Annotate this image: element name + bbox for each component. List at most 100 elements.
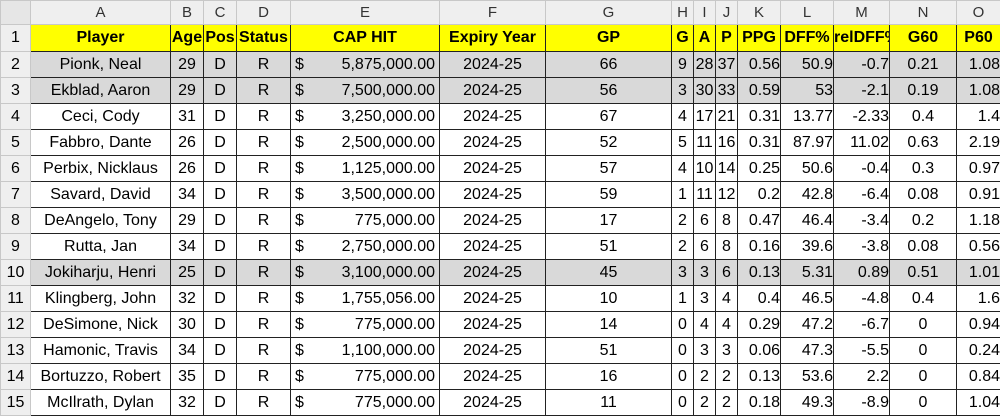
cell[interactable]: R <box>237 390 291 416</box>
cell[interactable]: $1,125,000.00 <box>291 156 440 182</box>
cell[interactable]: D <box>204 182 237 208</box>
cell[interactable]: 3 <box>672 260 694 286</box>
cell[interactable]: 1.4 <box>957 104 1000 130</box>
cell[interactable]: 2024-25 <box>440 182 546 208</box>
cell[interactable]: 2024-25 <box>440 260 546 286</box>
row-header[interactable]: 15 <box>1 390 31 416</box>
cell[interactable]: 5 <box>672 130 694 156</box>
cell[interactable]: Rutta, Jan <box>31 234 171 260</box>
cell[interactable]: 0.3 <box>890 156 957 182</box>
cell[interactable]: 2 <box>672 234 694 260</box>
cell[interactable]: 53.6 <box>781 364 834 390</box>
cell[interactable]: 1.6 <box>957 286 1000 312</box>
cell[interactable]: 2024-25 <box>440 52 546 78</box>
cell[interactable]: 10 <box>694 156 716 182</box>
cell[interactable]: D <box>204 156 237 182</box>
cell[interactable]: 0.31 <box>738 104 781 130</box>
row-header[interactable]: 10 <box>1 260 31 286</box>
cell[interactable]: 30 <box>171 312 204 338</box>
cell[interactable]: 0.56 <box>738 52 781 78</box>
cell[interactable]: DeAngelo, Tony <box>31 208 171 234</box>
header-cell[interactable]: Player <box>31 25 171 52</box>
cell[interactable]: 56 <box>546 78 672 104</box>
cell[interactable]: 0.4 <box>890 286 957 312</box>
cell[interactable]: 0.06 <box>738 338 781 364</box>
column-header[interactable]: O <box>957 1 1000 25</box>
cell[interactable]: 0.2 <box>738 182 781 208</box>
cell[interactable]: 6 <box>694 234 716 260</box>
row-header[interactable]: 11 <box>1 286 31 312</box>
row-header[interactable]: 7 <box>1 182 31 208</box>
cell[interactable]: -0.7 <box>834 52 890 78</box>
cell[interactable]: D <box>204 390 237 416</box>
cell[interactable]: $775,000.00 <box>291 312 440 338</box>
cell[interactable]: 0.13 <box>738 260 781 286</box>
column-header[interactable]: J <box>716 1 738 25</box>
row-header[interactable]: 3 <box>1 78 31 104</box>
cell[interactable]: 0.89 <box>834 260 890 286</box>
cell[interactable]: 0.97 <box>957 156 1000 182</box>
cell[interactable]: 11 <box>694 130 716 156</box>
cell[interactable]: 0.25 <box>738 156 781 182</box>
row-header[interactable]: 12 <box>1 312 31 338</box>
cell[interactable]: -3.8 <box>834 234 890 260</box>
cell[interactable]: 34 <box>171 338 204 364</box>
cell[interactable]: 0 <box>672 312 694 338</box>
cell[interactable]: 29 <box>171 208 204 234</box>
cell[interactable]: $5,875,000.00 <box>291 52 440 78</box>
cell[interactable]: 10 <box>546 286 672 312</box>
cell[interactable]: 0.2 <box>890 208 957 234</box>
cell[interactable]: D <box>204 260 237 286</box>
cell[interactable]: 6 <box>694 208 716 234</box>
cell[interactable]: 0.4 <box>890 104 957 130</box>
header-cell[interactable]: P60 <box>957 25 1000 52</box>
select-all-corner[interactable] <box>1 1 31 25</box>
header-cell[interactable]: relDFF% <box>834 25 890 52</box>
cell[interactable]: 31 <box>171 104 204 130</box>
cell[interactable]: 0 <box>672 364 694 390</box>
cell[interactable]: Perbix, Nicklaus <box>31 156 171 182</box>
cell[interactable]: -3.4 <box>834 208 890 234</box>
cell[interactable]: 51 <box>546 338 672 364</box>
cell[interactable]: D <box>204 78 237 104</box>
cell[interactable]: 46.5 <box>781 286 834 312</box>
cell[interactable]: R <box>237 78 291 104</box>
cell[interactable]: R <box>237 104 291 130</box>
cell[interactable]: 47.3 <box>781 338 834 364</box>
cell[interactable]: R <box>237 312 291 338</box>
cell[interactable]: 2024-25 <box>440 234 546 260</box>
cell[interactable]: -4.8 <box>834 286 890 312</box>
cell[interactable]: $775,000.00 <box>291 208 440 234</box>
header-cell[interactable]: Age <box>171 25 204 52</box>
cell[interactable]: R <box>237 130 291 156</box>
header-cell[interactable]: G60 <box>890 25 957 52</box>
cell[interactable]: D <box>204 130 237 156</box>
column-header[interactable]: N <box>890 1 957 25</box>
cell[interactable]: 5.31 <box>781 260 834 286</box>
cell[interactable]: R <box>237 234 291 260</box>
cell[interactable]: McIlrath, Dylan <box>31 390 171 416</box>
cell[interactable]: 0.29 <box>738 312 781 338</box>
cell[interactable]: 1.01 <box>957 260 1000 286</box>
cell[interactable]: 50.9 <box>781 52 834 78</box>
cell[interactable]: 2 <box>716 390 738 416</box>
cell[interactable]: 0 <box>890 390 957 416</box>
cell[interactable]: 42.8 <box>781 182 834 208</box>
cell[interactable]: R <box>237 286 291 312</box>
cell[interactable]: 26 <box>171 130 204 156</box>
cell[interactable]: 2.2 <box>834 364 890 390</box>
cell[interactable]: $775,000.00 <box>291 390 440 416</box>
cell[interactable]: 11 <box>694 182 716 208</box>
cell[interactable]: 51 <box>546 234 672 260</box>
cell[interactable]: 0.63 <box>890 130 957 156</box>
cell[interactable]: 2 <box>694 390 716 416</box>
cell[interactable]: 2 <box>694 364 716 390</box>
cell[interactable]: -0.4 <box>834 156 890 182</box>
cell[interactable]: 28 <box>694 52 716 78</box>
cell[interactable]: 11 <box>546 390 672 416</box>
header-cell[interactable]: Status <box>237 25 291 52</box>
cell[interactable]: -2.1 <box>834 78 890 104</box>
cell[interactable]: R <box>237 260 291 286</box>
cell[interactable]: 0.59 <box>738 78 781 104</box>
cell[interactable]: 14 <box>546 312 672 338</box>
